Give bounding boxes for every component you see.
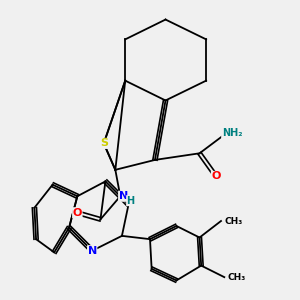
Text: H: H bbox=[127, 196, 135, 206]
Text: N: N bbox=[88, 246, 97, 256]
Text: O: O bbox=[73, 208, 82, 218]
Text: CH₃: CH₃ bbox=[228, 273, 246, 282]
Text: CH₃: CH₃ bbox=[225, 217, 243, 226]
Text: NH₂: NH₂ bbox=[222, 128, 242, 139]
Text: O: O bbox=[212, 171, 221, 182]
Text: S: S bbox=[100, 138, 108, 148]
Text: N: N bbox=[118, 191, 128, 201]
